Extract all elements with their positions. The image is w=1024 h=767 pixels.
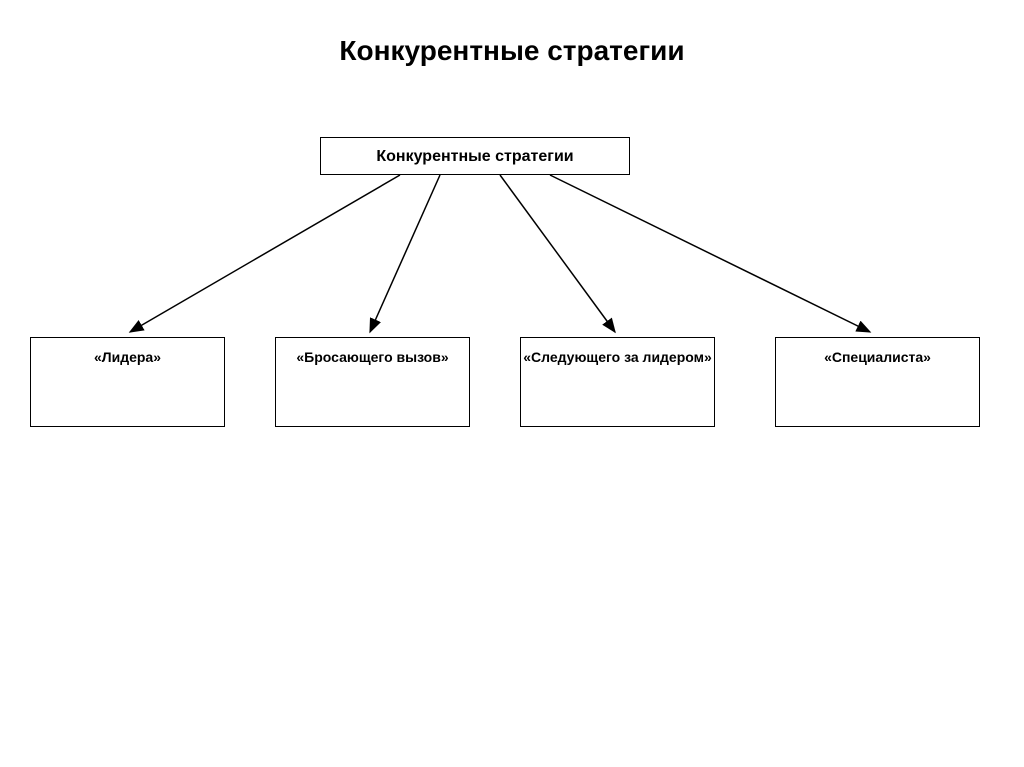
diagram-container: Конкурентные стратегии «Лидера» «Бросающ… [0,107,1024,607]
root-box: Конкурентные стратегии [320,137,630,175]
child-label-3: «Следующего за лидером» [523,348,712,366]
child-label-4: «Специалиста» [824,348,931,366]
arrow-1 [130,175,400,332]
page-title: Конкурентные стратегии [0,0,1024,67]
child-box-1: «Лидера» [30,337,225,427]
child-box-2: «Бросающего вызов» [275,337,470,427]
child-box-4: «Специалиста» [775,337,980,427]
child-box-3: «Следующего за лидером» [520,337,715,427]
arrow-3 [500,175,615,332]
arrow-2 [370,175,440,332]
arrow-4 [550,175,870,332]
child-label-2: «Бросающего вызов» [296,348,448,366]
root-label: Конкурентные стратегии [376,148,573,165]
child-label-1: «Лидера» [94,348,161,366]
